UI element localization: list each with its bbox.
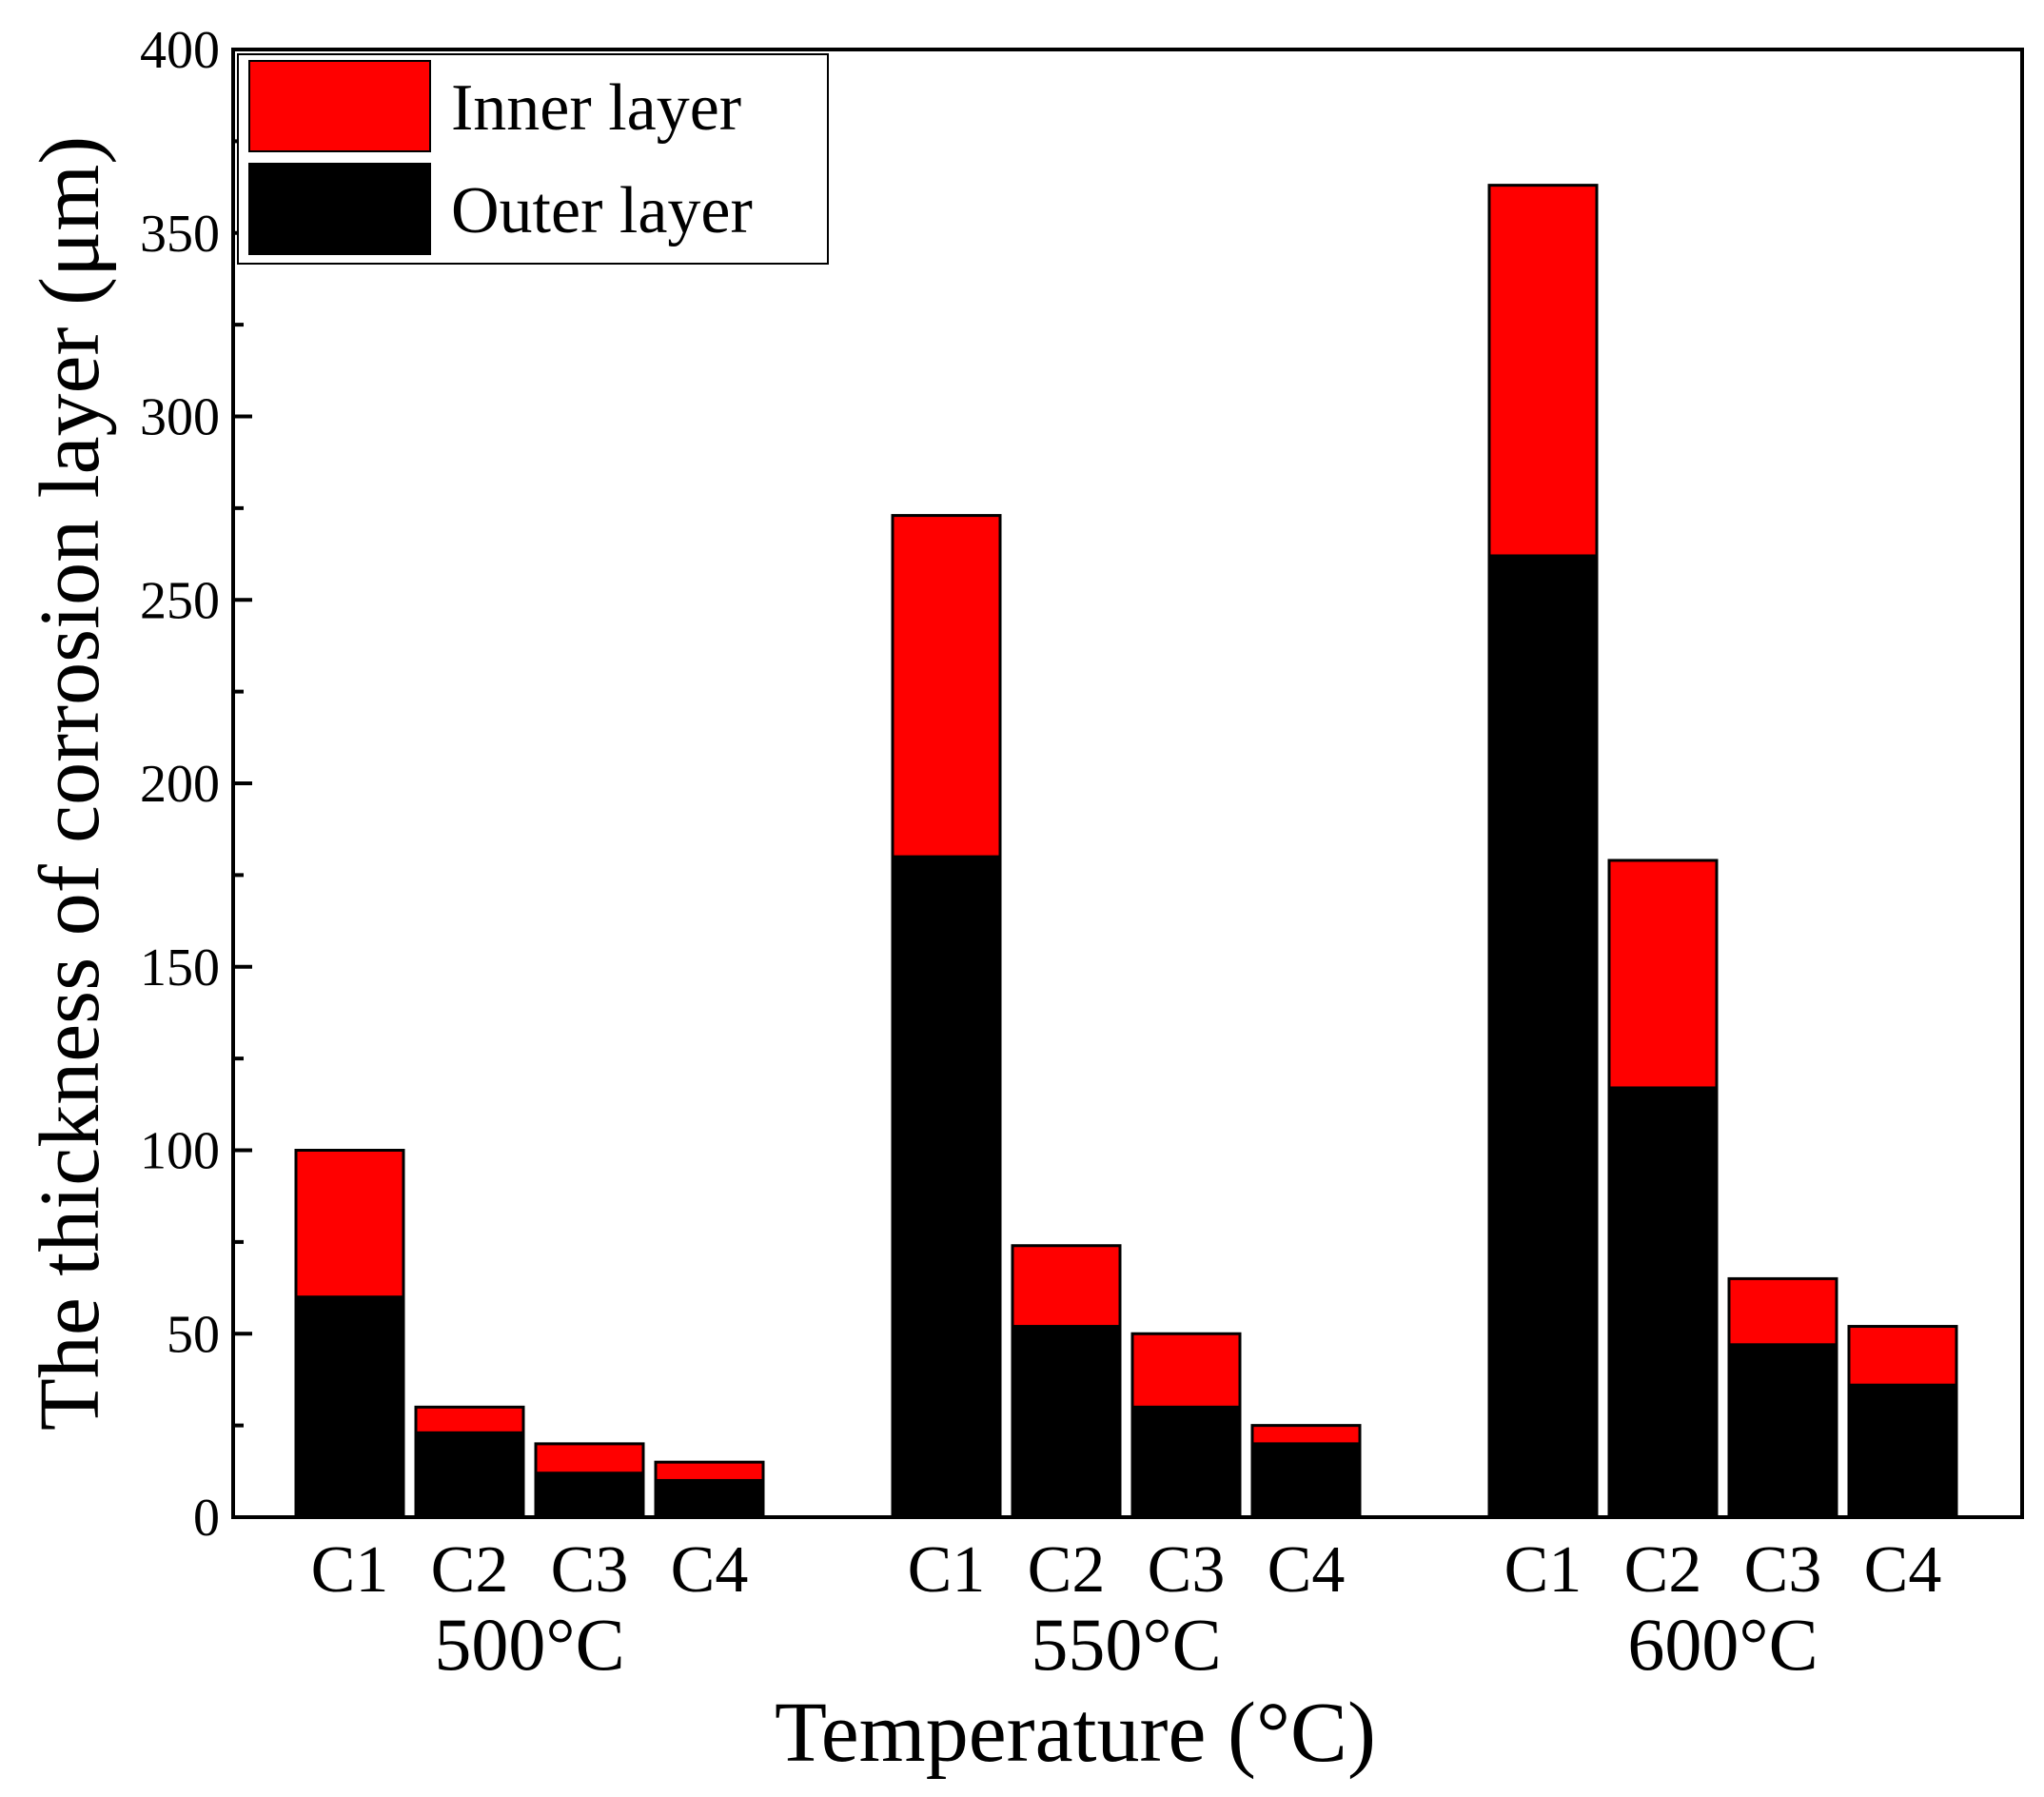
bar-inner-layer xyxy=(414,1405,525,1434)
x-category-label: C2 xyxy=(1624,1533,1702,1607)
y-axis-ticks: 0 50 100 150 200 250 300 350 400 xyxy=(140,21,252,1548)
bar-inner-layer xyxy=(1130,1332,1242,1409)
x-category-label: C2 xyxy=(1028,1533,1106,1607)
bar-inner-layer xyxy=(1250,1424,1362,1446)
bar-outer-layer xyxy=(1130,1405,1242,1519)
bar-outer-layer xyxy=(534,1471,645,1519)
bar-outer-layer xyxy=(1607,1086,1719,1519)
bar-inner-layer xyxy=(534,1442,645,1475)
x-group-label: 600°C xyxy=(1627,1603,1818,1686)
bar-outer-layer xyxy=(654,1478,765,1519)
bar-inner-layer xyxy=(1011,1244,1122,1329)
bar-outer-layer xyxy=(1487,554,1599,1519)
legend-label-outer-layer: Outer layer xyxy=(451,174,753,247)
bar-inner-layer xyxy=(1847,1325,1958,1387)
bar-outer-layer xyxy=(1847,1383,1958,1519)
x-category-label: C3 xyxy=(1744,1533,1822,1607)
bar-outer-layer xyxy=(891,855,1002,1519)
x-axis-title: Temperature (°C) xyxy=(775,1686,1376,1780)
y-axis-title: The thickness of corrosion layer (μm) xyxy=(23,136,117,1431)
bar-inner-layer xyxy=(1607,859,1719,1090)
bar-outer-layer xyxy=(294,1295,405,1519)
y-tick-label: 300 xyxy=(140,388,220,447)
x-group-label: 500°C xyxy=(434,1603,624,1686)
bar-inner-layer xyxy=(654,1460,765,1482)
y-tick-label: 250 xyxy=(140,571,220,630)
y-tick-label: 150 xyxy=(140,938,220,997)
y-tick-label: 350 xyxy=(140,205,220,264)
legend-swatch-outer-layer xyxy=(248,163,431,255)
x-group-label: 550°C xyxy=(1031,1603,1221,1686)
y-tick-label: 200 xyxy=(140,755,220,814)
x-category-label: C1 xyxy=(311,1533,389,1607)
x-category-label: C4 xyxy=(1268,1533,1346,1607)
bar-inner-layer xyxy=(1487,184,1599,558)
legend-swatch-inner-layer xyxy=(248,60,431,152)
legend-label-inner-layer: Inner layer xyxy=(451,71,741,145)
bar-inner-layer xyxy=(294,1149,405,1299)
y-tick-label: 400 xyxy=(140,21,220,80)
y-tick-label: 50 xyxy=(167,1305,220,1364)
x-category-label: C1 xyxy=(908,1533,986,1607)
x-category-label: C4 xyxy=(671,1533,749,1607)
bar-outer-layer xyxy=(414,1431,525,1519)
x-category-label: C3 xyxy=(1148,1533,1226,1607)
x-category-label: C1 xyxy=(1504,1533,1582,1607)
x-category-label: C4 xyxy=(1864,1533,1942,1607)
bar-inner-layer xyxy=(1727,1276,1838,1347)
x-axis-labels: C1 C2 C3 C4 500°C C1 C2 C3 C4 550°C C1 C2 C3 C4 600°C xyxy=(311,1533,1942,1686)
bars-layer xyxy=(294,184,1958,1519)
legend: Inner layer Outer layer xyxy=(237,53,829,265)
bar-outer-layer xyxy=(1250,1442,1362,1519)
x-category-label: C3 xyxy=(551,1533,629,1607)
y-tick-label: 0 xyxy=(193,1489,220,1548)
bar-outer-layer xyxy=(1011,1325,1122,1519)
y-tick-label: 100 xyxy=(140,1122,220,1181)
bar-outer-layer xyxy=(1727,1343,1838,1519)
bar-inner-layer xyxy=(891,514,1002,859)
x-category-label: C2 xyxy=(431,1533,509,1607)
